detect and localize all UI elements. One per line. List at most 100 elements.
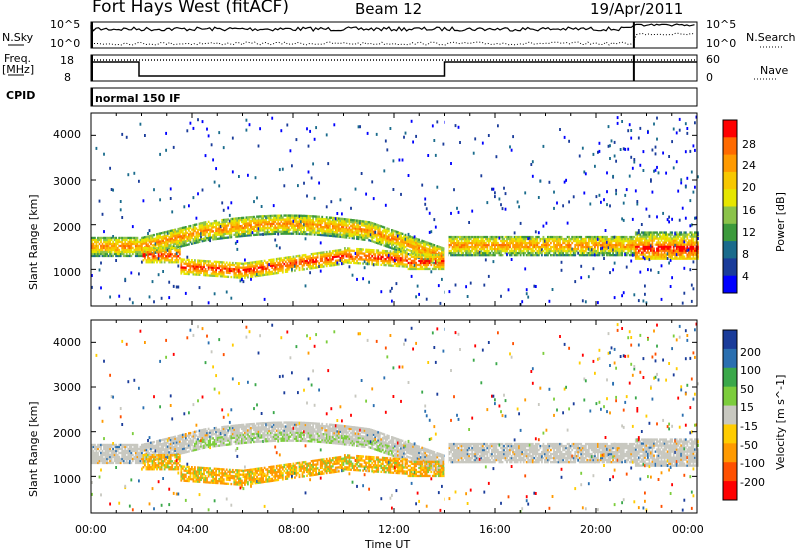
power-cell [251, 227, 254, 231]
power-cell [136, 240, 139, 244]
power-cell [568, 241, 571, 245]
power-cell [233, 268, 236, 271]
power-cell [312, 266, 315, 270]
power-cell [536, 254, 539, 257]
power-cell [571, 247, 574, 251]
power-cell [577, 245, 580, 249]
power-cell [572, 249, 575, 253]
power-cell [168, 244, 171, 247]
power-cell [130, 236, 133, 240]
power-cell [148, 239, 151, 242]
power-cell [568, 235, 571, 239]
power-cell [478, 239, 481, 243]
power-cell [141, 244, 143, 248]
power-cell [268, 232, 271, 236]
power-cell [188, 260, 190, 264]
power-cell [431, 253, 434, 257]
power-cell [344, 247, 346, 250]
power-cell [289, 258, 292, 261]
power-cell [131, 252, 134, 256]
power-cell [204, 235, 207, 238]
power-cell [392, 258, 395, 261]
power-cell [227, 267, 230, 270]
power-cell [603, 254, 605, 257]
power-cell [100, 248, 102, 252]
power-cell [413, 259, 416, 263]
power-cell [262, 219, 265, 222]
power-cell [624, 237, 627, 241]
power-cell [127, 248, 130, 252]
power-cell [318, 231, 321, 235]
power-cell [133, 242, 136, 246]
power-cell [597, 247, 599, 251]
power-cell [653, 251, 655, 254]
power-cell [425, 267, 428, 271]
power-cell [198, 286, 201, 290]
power-cell [472, 254, 475, 257]
power-cell [471, 235, 474, 239]
power-cell [381, 253, 384, 257]
power-cell [245, 118, 248, 122]
power-cell [245, 272, 248, 275]
power-cell [442, 249, 445, 252]
power-cell [354, 187, 357, 191]
power-cell [380, 239, 383, 242]
power-cell [409, 253, 412, 257]
power-cell [553, 249, 555, 253]
power-cell [183, 240, 186, 243]
power-cell [654, 152, 657, 156]
power-cell [227, 230, 230, 233]
power-cell [184, 272, 187, 276]
power-cell [454, 254, 457, 257]
power-cell [628, 245, 631, 249]
power-cell [310, 261, 313, 264]
power-cell [375, 261, 378, 264]
power-cell [459, 249, 461, 253]
power-cell [241, 234, 243, 238]
power-cell [433, 253, 436, 257]
power-cell [377, 230, 380, 233]
power-cell [491, 254, 493, 257]
power-cell [366, 226, 369, 230]
power-cell [107, 250, 110, 254]
power-cell [147, 243, 149, 246]
power-cell [189, 271, 192, 274]
power-cell [584, 245, 587, 249]
power-cell [516, 239, 519, 243]
power-cell [395, 246, 398, 250]
power-cell [609, 144, 611, 148]
power-cell [389, 252, 392, 255]
power-cell [380, 241, 383, 244]
power-cell [331, 218, 334, 222]
power-cell [333, 249, 336, 253]
power-cell [197, 239, 199, 242]
power-cell [212, 222, 215, 225]
power-cell [587, 275, 590, 279]
power-cell [231, 227, 234, 231]
power-cell [256, 273, 258, 276]
power-cell [566, 245, 569, 249]
power-cell [110, 236, 113, 240]
power-cell [384, 228, 387, 232]
power-cell [295, 263, 298, 266]
power-cell [371, 230, 374, 233]
power-cell [419, 245, 422, 248]
cpid-label: CPID [6, 89, 36, 102]
power-cb-tick-28: 28 [742, 138, 756, 151]
power-cell [598, 235, 601, 239]
power-cell [468, 221, 471, 224]
power-cell [259, 233, 262, 236]
power-cell [533, 249, 536, 253]
power-cell [266, 263, 269, 266]
power-cell [350, 261, 352, 264]
power-cell [460, 254, 463, 257]
power-cell [175, 255, 178, 258]
power-cell [147, 251, 149, 254]
power-cell [197, 229, 199, 232]
power-cell [474, 243, 477, 247]
power-cell [245, 128, 248, 132]
power-cell [262, 229, 265, 232]
power-cell [598, 141, 601, 145]
power-cell [656, 231, 658, 234]
power-cell [172, 243, 175, 246]
